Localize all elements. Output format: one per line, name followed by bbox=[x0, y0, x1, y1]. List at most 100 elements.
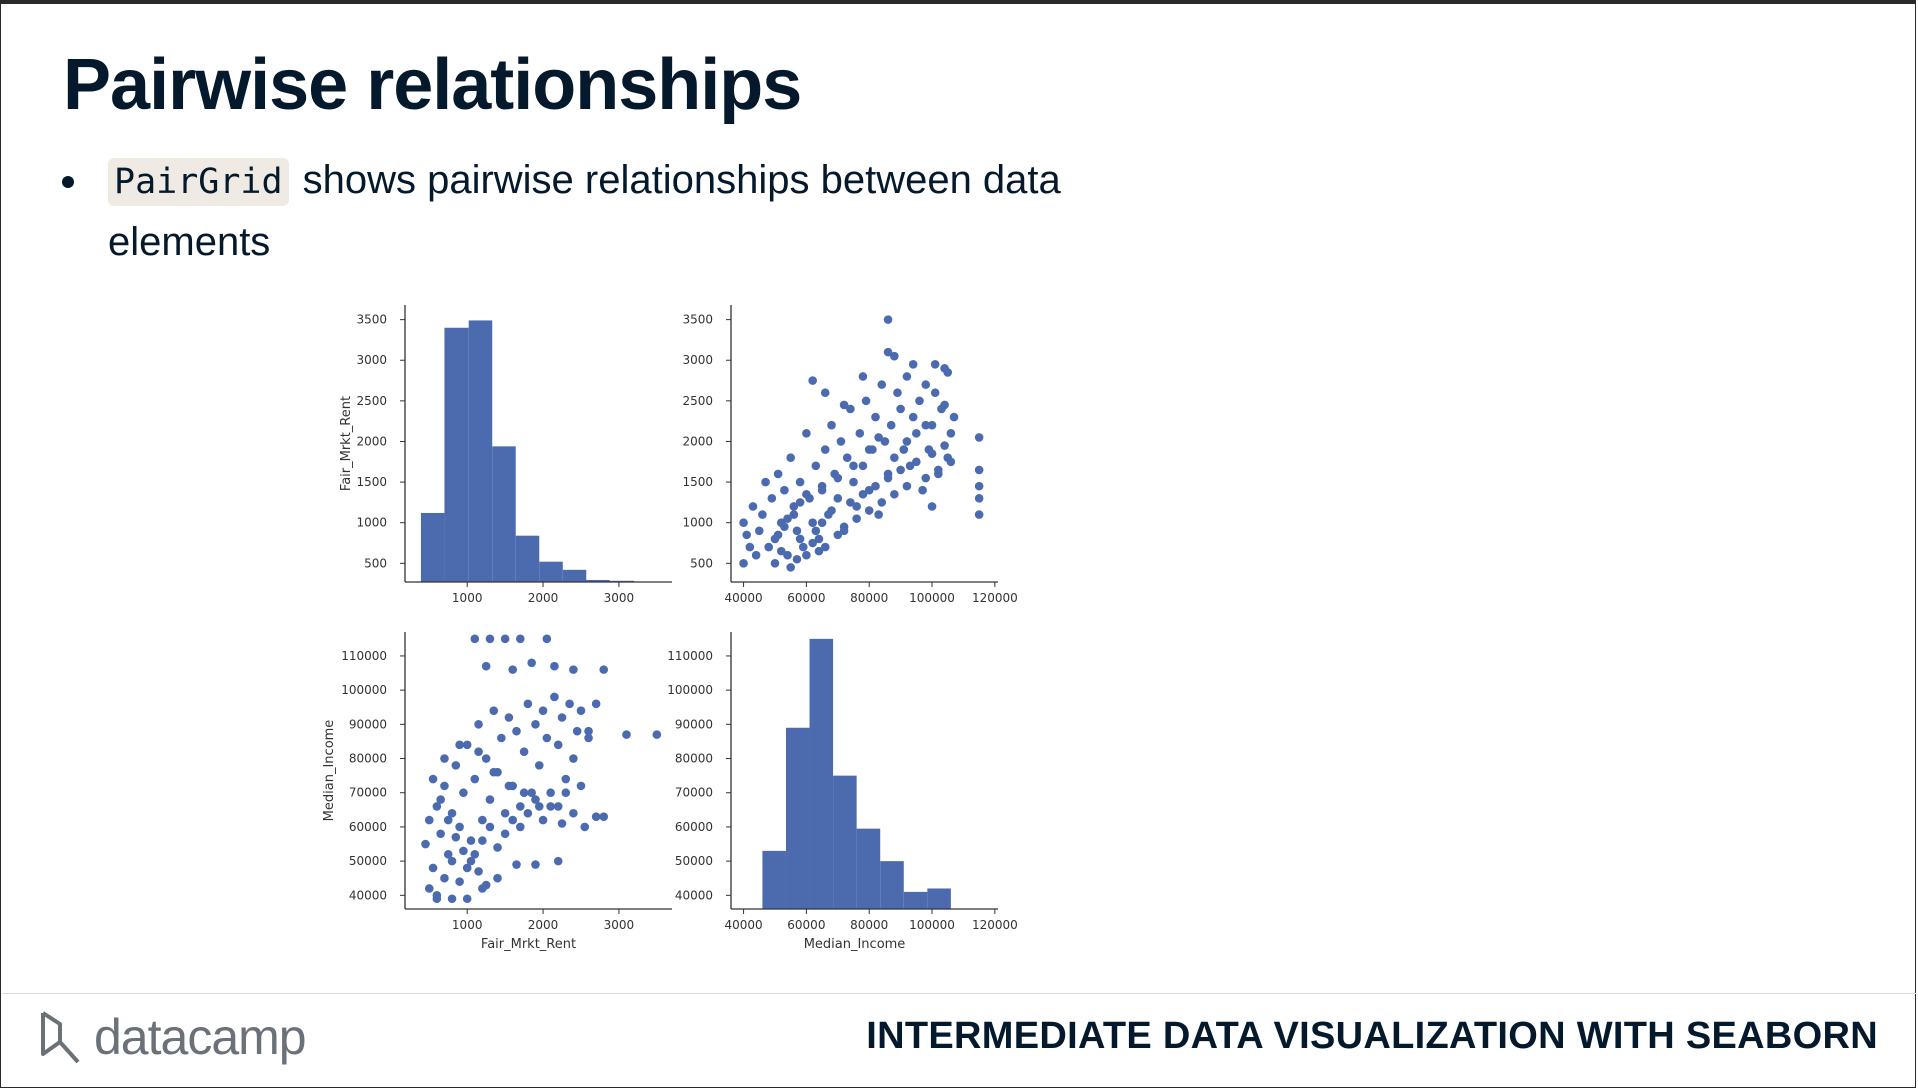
histogram-bar-0-1 bbox=[444, 327, 469, 582]
scatter-point-1-92 bbox=[902, 481, 912, 491]
scatter-point-2-88 bbox=[599, 812, 609, 821]
x-tick-label-2-1: 2000 bbox=[528, 918, 559, 932]
scatter-point-1-122 bbox=[808, 376, 817, 385]
y-tick-label-3-0: 40000 bbox=[675, 888, 713, 902]
scatter-point-2-42 bbox=[584, 733, 593, 743]
scatter-point-1-109 bbox=[921, 420, 931, 430]
scatter-point-1-94 bbox=[921, 473, 931, 483]
scatter-point-2-39 bbox=[569, 754, 578, 763]
histogram-bar-3-4 bbox=[833, 775, 857, 909]
scatter-point-1-114 bbox=[833, 473, 843, 483]
scatter-point-1-97 bbox=[940, 441, 949, 450]
scatter-point-1-43 bbox=[871, 412, 880, 422]
scatter-point-1-35 bbox=[846, 404, 855, 414]
scatter-point-1-9 bbox=[764, 542, 773, 552]
scatter-point-1-124 bbox=[839, 400, 849, 410]
scatter-point-1-123 bbox=[820, 388, 830, 398]
scatter-point-1-90 bbox=[890, 489, 899, 499]
scatter-point-1-24 bbox=[811, 461, 821, 471]
scatter-point-2-96 bbox=[534, 802, 544, 811]
scatter-point-1-23 bbox=[808, 518, 817, 528]
scatter-point-2-57 bbox=[523, 808, 533, 818]
scatter-point-2-35 bbox=[553, 740, 563, 750]
pairgrid-figure: 1000 2000 3000 500 1000 1500 2000 2500 3000 3500 F… bbox=[322, 305, 1018, 952]
histogram-bar-0-0 bbox=[420, 512, 445, 582]
scatter-point-1-116 bbox=[802, 489, 811, 499]
scatter-point-2-76 bbox=[508, 665, 518, 674]
scatter-point-1-84 bbox=[852, 514, 861, 523]
scatter-point-1-51 bbox=[896, 404, 905, 414]
scatter-point-1-85 bbox=[858, 489, 868, 499]
scatter-point-1-83 bbox=[846, 498, 855, 507]
scatter-point-1-118 bbox=[789, 510, 799, 519]
scatter-point-1-82 bbox=[839, 522, 849, 532]
histogram-bar-3-5 bbox=[856, 828, 881, 909]
scatter-point-2-11 bbox=[462, 740, 472, 750]
scatter-point-2-37 bbox=[561, 788, 571, 798]
scatter-point-1-57 bbox=[915, 396, 924, 406]
scatter-point-1-106 bbox=[930, 359, 940, 369]
scatter-point-2-17 bbox=[485, 795, 495, 804]
scatter-point-2-70 bbox=[470, 634, 480, 644]
scatter-point-1-81 bbox=[833, 530, 843, 540]
scatter-point-2-43 bbox=[591, 812, 601, 821]
scatter-point-2-81 bbox=[447, 894, 457, 904]
scatter-point-1-39 bbox=[858, 461, 868, 471]
x-tick-label-1-2: 80000 bbox=[850, 591, 888, 605]
scatter-point-2-48 bbox=[455, 877, 464, 886]
scatter-point-2-72 bbox=[500, 634, 510, 644]
scatter-point-2-66 bbox=[591, 699, 601, 709]
scatter-point-1-121 bbox=[773, 530, 783, 540]
scatter-point-1-52 bbox=[899, 445, 909, 454]
scatter-point-1-56 bbox=[912, 429, 921, 438]
scatter-point-2-93 bbox=[489, 767, 499, 777]
scatter-point-1-103 bbox=[974, 481, 984, 491]
scatter-point-2-33 bbox=[546, 802, 555, 811]
scatter-point-2-85 bbox=[512, 860, 521, 869]
scatter-point-1-117 bbox=[795, 498, 805, 507]
scatter-point-2-64 bbox=[576, 781, 586, 791]
scatter-point-1-15 bbox=[783, 550, 792, 560]
scatter-point-2-98 bbox=[580, 822, 590, 832]
scatter-point-2-71 bbox=[485, 634, 495, 644]
scatter-point-2-74 bbox=[542, 634, 552, 644]
scatter-point-1-14 bbox=[780, 485, 789, 495]
scatter-point-1-69 bbox=[770, 559, 780, 568]
y-tick-label-0-2: 1500 bbox=[356, 475, 387, 489]
scatter-point-1-128 bbox=[927, 502, 937, 511]
scatter-point-2-89 bbox=[428, 774, 438, 784]
scatter-point-1-108 bbox=[940, 400, 949, 410]
scatter-point-1-1 bbox=[739, 559, 748, 568]
scatter-point-1-18 bbox=[792, 526, 802, 536]
y-tick-label-0-5: 3000 bbox=[356, 353, 387, 367]
scatter-point-1-125 bbox=[858, 372, 868, 381]
y-tick-label-2-5: 90000 bbox=[349, 717, 387, 731]
scatter-point-1-5 bbox=[751, 550, 761, 560]
scatter-point-2-56 bbox=[515, 802, 525, 811]
scatter-point-2-46 bbox=[440, 873, 449, 883]
x-tick-label-1-3: 100000 bbox=[909, 591, 955, 605]
scatter-point-1-73 bbox=[795, 534, 805, 544]
bullet-text: PairGrid shows pairwise relationships bet… bbox=[108, 150, 1168, 272]
scatter-point-2-29 bbox=[531, 720, 540, 729]
scatter-point-2-15 bbox=[478, 815, 487, 825]
y-tick-label-2-4: 80000 bbox=[349, 752, 387, 766]
scatter-point-2-50 bbox=[470, 849, 480, 859]
scatter-point-1-59 bbox=[921, 380, 931, 389]
x-tick-label-0-0: 1000 bbox=[452, 591, 483, 605]
scatter-point-2-62 bbox=[561, 774, 571, 784]
scatter-point-1-19 bbox=[795, 477, 805, 487]
scatter-point-1-21 bbox=[802, 429, 811, 438]
scatter-point-2-51 bbox=[478, 836, 487, 845]
y-tick-label-2-7: 110000 bbox=[341, 649, 387, 663]
scatter-point-1-127 bbox=[908, 359, 918, 369]
scatter-point-1-55 bbox=[908, 412, 918, 422]
scatter-point-2-20 bbox=[497, 733, 506, 743]
y-tick-label-1-2: 1500 bbox=[682, 475, 713, 489]
x-axis-label-3: Median_Income bbox=[804, 937, 906, 952]
y-tick-label-3-4: 80000 bbox=[675, 752, 713, 766]
scatter-point-2-94 bbox=[504, 781, 514, 791]
scatter-point-2-87 bbox=[553, 856, 563, 866]
scatter-point-2-27 bbox=[523, 699, 533, 709]
scatter-point-2-28 bbox=[527, 788, 536, 798]
